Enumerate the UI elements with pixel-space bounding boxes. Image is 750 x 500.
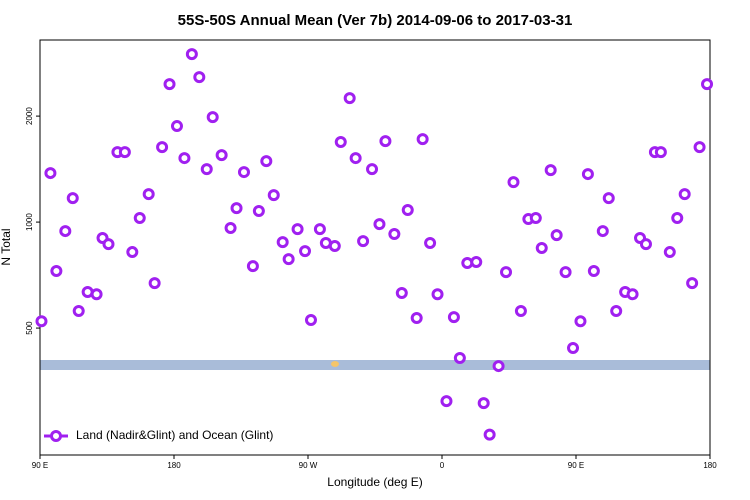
- data-point: [126, 246, 139, 259]
- legend-label: Land (Nadir&Glint) and Ocean (Glint): [76, 428, 273, 442]
- data-point: [514, 305, 527, 318]
- data-point: [246, 260, 259, 273]
- data-point: [686, 277, 699, 290]
- y-tick-label: 500: [25, 321, 34, 335]
- data-point: [626, 288, 639, 301]
- x-tick-label: 0: [440, 461, 445, 470]
- data-point: [200, 163, 213, 176]
- data-point: [678, 188, 691, 201]
- data-point: [401, 204, 414, 217]
- data-point: [156, 141, 169, 154]
- data-point: [567, 341, 580, 354]
- data-point: [334, 136, 347, 149]
- data-point: [90, 288, 103, 301]
- data-point: [388, 228, 401, 241]
- data-point: [260, 155, 273, 168]
- map-strip: [40, 360, 710, 370]
- y-axis-label: N Total: [0, 228, 13, 265]
- chart-title: 55S-50S Annual Mean (Ver 7b) 2014-09-06 …: [178, 12, 573, 29]
- data-point: [477, 397, 490, 410]
- data-point: [693, 141, 706, 154]
- data-point: [349, 152, 362, 165]
- plot-frame: [39, 39, 711, 456]
- data-point: [215, 149, 228, 162]
- data-point: [72, 305, 85, 318]
- y-tick-label: 1000: [25, 213, 34, 231]
- data-point: [602, 192, 615, 205]
- x-tick-label: 90 W: [299, 461, 318, 470]
- legend-marker: [50, 430, 62, 442]
- data-point: [639, 238, 652, 251]
- data-point: [550, 229, 563, 242]
- data-point: [328, 240, 341, 253]
- data-point: [544, 164, 557, 177]
- data-point: [574, 315, 587, 328]
- data-point: [357, 235, 370, 248]
- data-point: [267, 189, 280, 202]
- data-point: [206, 111, 219, 124]
- data-point: [299, 245, 312, 258]
- data-point: [453, 352, 466, 365]
- data-point: [193, 71, 206, 84]
- data-point: [59, 225, 72, 238]
- data-point: [276, 236, 289, 249]
- x-tick-label: 90 E: [32, 461, 48, 470]
- data-point: [178, 152, 191, 165]
- data-point: [142, 188, 155, 201]
- data-point: [185, 48, 198, 61]
- data-point: [366, 163, 379, 176]
- data-point: [671, 212, 684, 225]
- data-point: [395, 286, 408, 299]
- data-point: [581, 168, 594, 181]
- data-point: [148, 277, 161, 290]
- data-point: [431, 288, 444, 301]
- data-point: [424, 237, 437, 250]
- data-point: [237, 166, 250, 179]
- data-point: [66, 192, 79, 205]
- data-point: [44, 167, 57, 180]
- data-point: [102, 238, 115, 251]
- data-point: [535, 242, 548, 255]
- data-point: [470, 256, 483, 269]
- data-point: [379, 135, 392, 148]
- data-point: [410, 312, 423, 325]
- data-point: [50, 265, 63, 278]
- data-point: [596, 225, 609, 238]
- data-point: [492, 360, 505, 373]
- data-point: [230, 202, 243, 215]
- data-point: [118, 146, 131, 159]
- data-point: [343, 92, 356, 105]
- data-point: [610, 305, 623, 318]
- data-point: [304, 314, 317, 327]
- data-point: [224, 222, 237, 235]
- map-land: [331, 361, 339, 367]
- data-point: [170, 120, 183, 133]
- data-point: [587, 265, 600, 278]
- x-tick-label: 180: [703, 461, 717, 470]
- data-point: [252, 205, 265, 218]
- data-point: [35, 315, 48, 328]
- x-tick-label: 180: [167, 461, 181, 470]
- data-point: [663, 246, 676, 259]
- data-point: [559, 266, 572, 279]
- data-point: [500, 266, 513, 279]
- data-point: [133, 212, 146, 225]
- data-point: [701, 78, 714, 91]
- data-point: [313, 223, 326, 236]
- data-point: [291, 223, 304, 236]
- data-point: [529, 212, 542, 225]
- data-point: [440, 395, 453, 408]
- data-point: [373, 218, 386, 231]
- data-point: [416, 133, 429, 146]
- data-point: [447, 311, 460, 324]
- y-tick-label: 2000: [25, 107, 34, 125]
- data-point: [654, 146, 667, 159]
- data-point: [483, 428, 496, 441]
- data-point: [163, 78, 176, 91]
- data-point: [507, 176, 520, 189]
- x-axis-label: Longitude (deg E): [327, 475, 422, 489]
- data-point: [282, 253, 295, 266]
- x-tick-label: 90 E: [568, 461, 584, 470]
